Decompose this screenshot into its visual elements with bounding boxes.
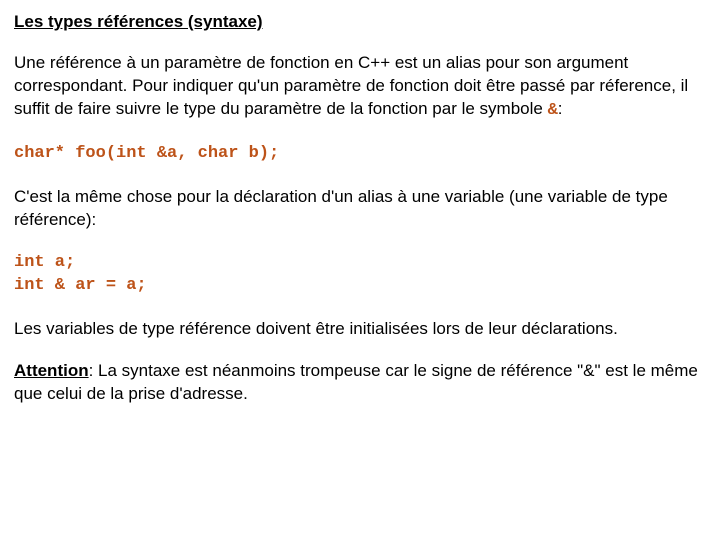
attention-label: Attention	[14, 361, 89, 380]
paragraph-init: Les variables de type référence doivent …	[14, 318, 706, 341]
ampersand-symbol: &	[548, 101, 558, 120]
code-block-declaration: int a; int & ar = a;	[14, 252, 706, 298]
section-title: Les types références (syntaxe)	[14, 12, 706, 32]
para1-text-a: Une référence à un paramètre de fonction…	[14, 53, 688, 118]
paragraph-attention: Attention: La syntaxe est néanmoins trom…	[14, 360, 706, 406]
attention-text: : La syntaxe est néanmoins trompeuse car…	[14, 361, 698, 403]
code-block-function: char* foo(int &a, char b);	[14, 143, 706, 166]
para1-text-b: :	[558, 99, 563, 118]
paragraph-alias: C'est la même chose pour la déclaration …	[14, 186, 706, 232]
paragraph-intro: Une référence à un paramètre de fonction…	[14, 52, 706, 123]
document-page: Les types références (syntaxe) Une référ…	[0, 0, 720, 438]
